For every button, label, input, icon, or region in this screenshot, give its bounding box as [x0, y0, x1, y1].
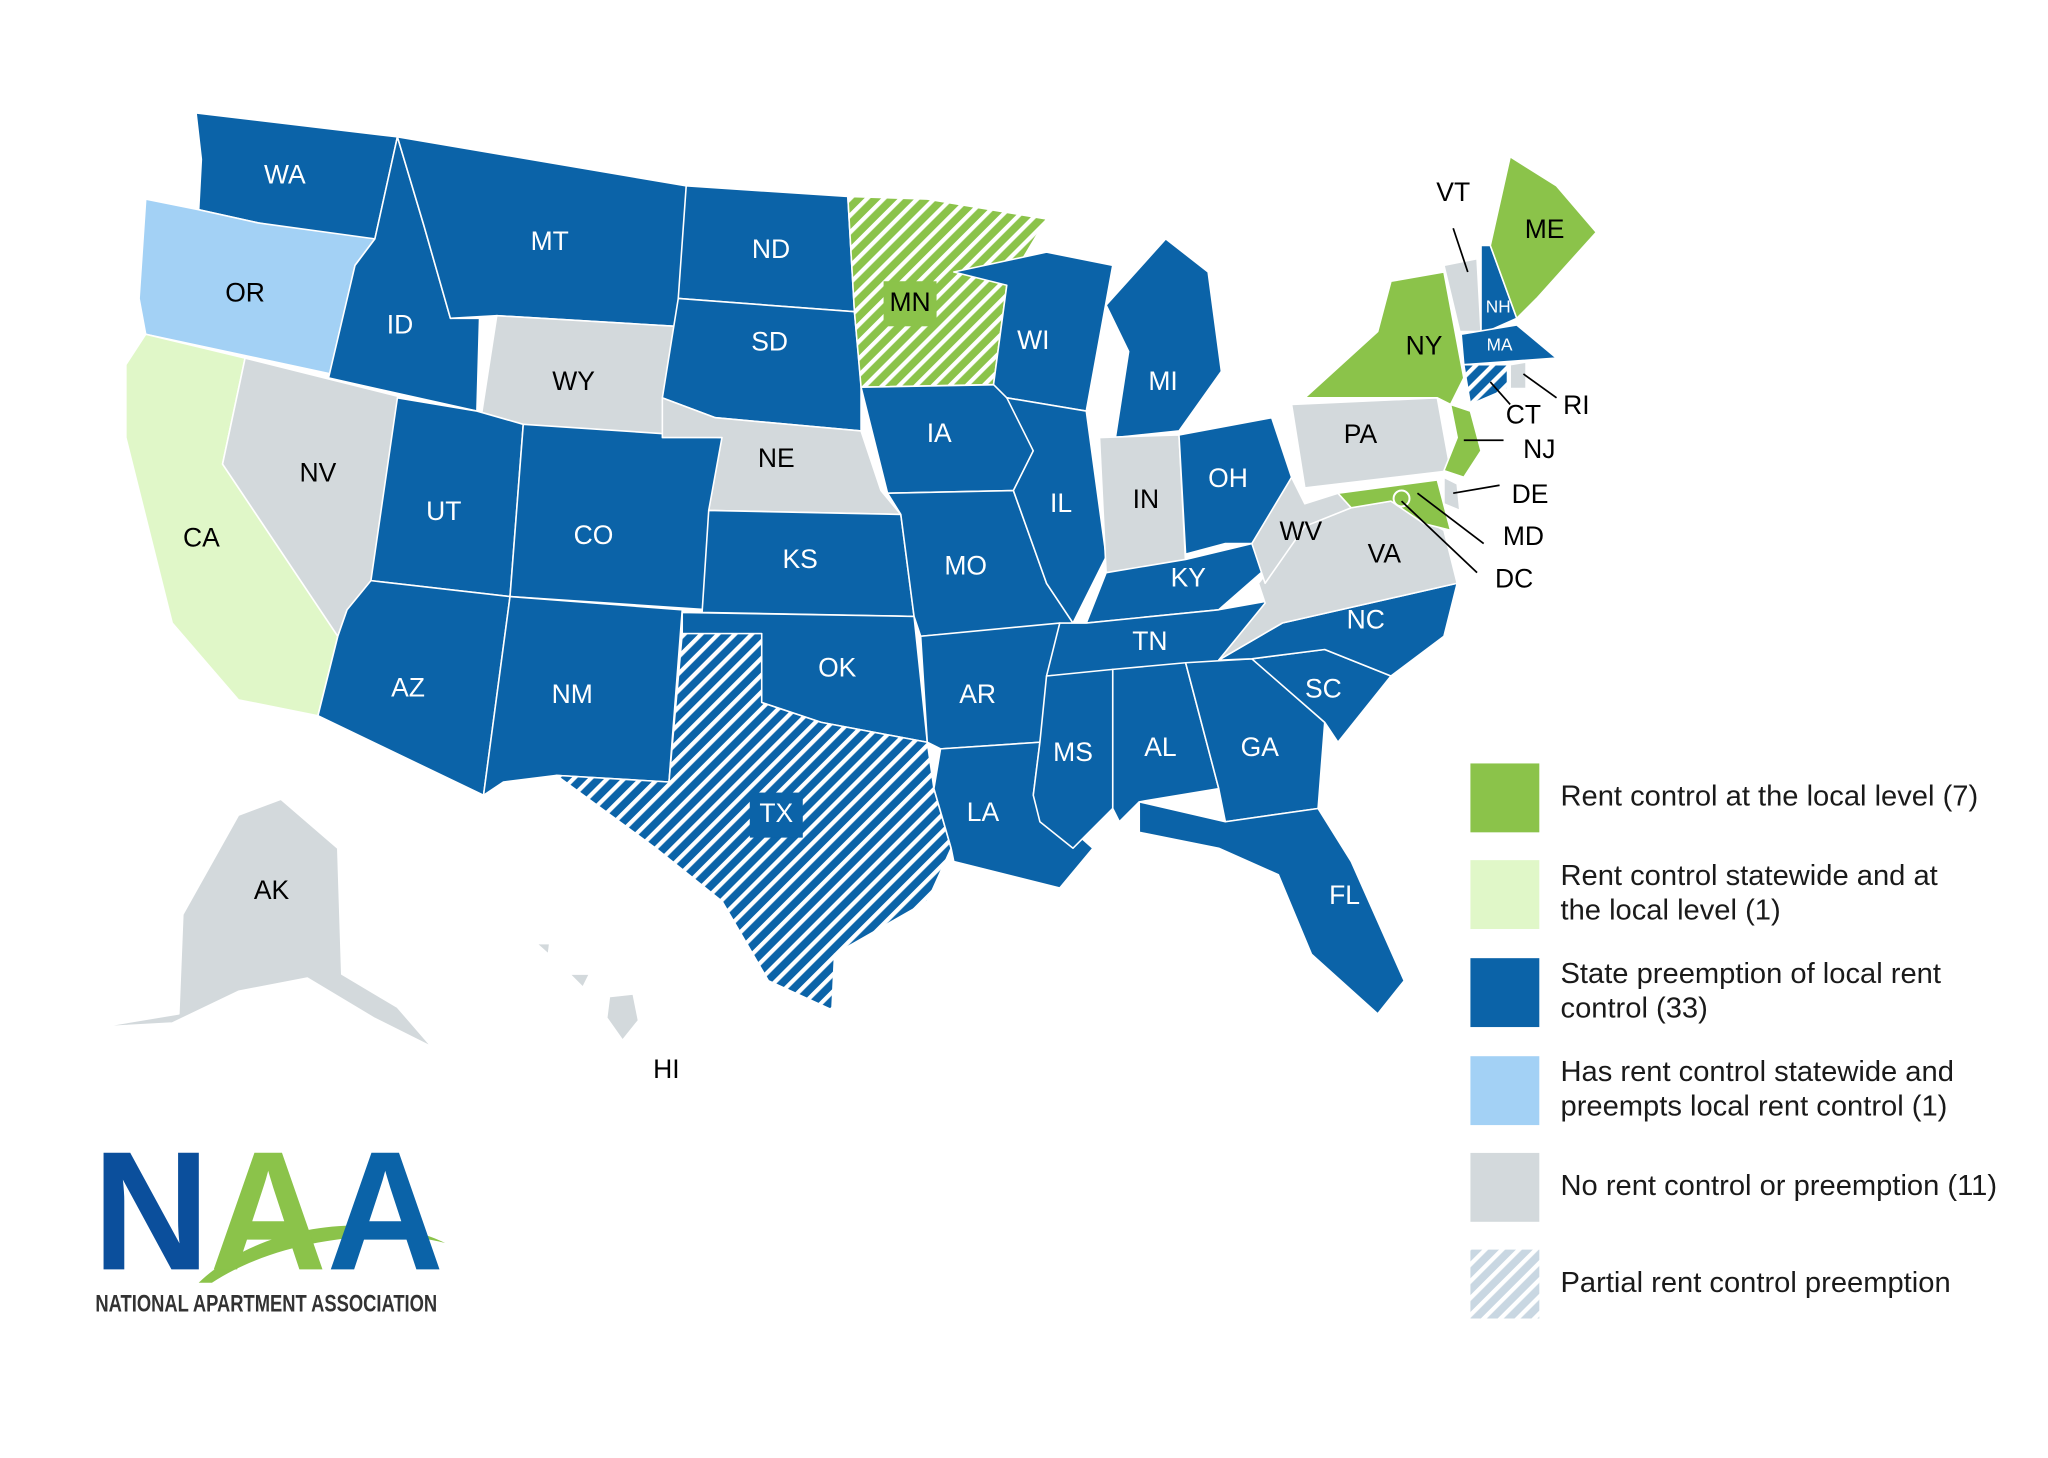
legend-swatch	[1470, 1056, 1540, 1126]
state-label: RI	[1563, 390, 1590, 420]
legend-label: State preemption of local rent	[1561, 958, 1941, 990]
state-label: GA	[1241, 732, 1280, 762]
state-label: CO	[574, 520, 614, 550]
state-shape	[1005, 397, 1107, 624]
state-label: SC	[1305, 674, 1342, 704]
leader-line	[1400, 500, 1478, 574]
labels-layer: WA OR CA NV ID MT WY UT CO AZ NM ND SD NE KS OK TX MN IA MO…	[183, 160, 1590, 1084]
state-label: FL	[1329, 880, 1360, 910]
state-label: NM	[552, 679, 593, 709]
state-label: DE	[1512, 479, 1549, 509]
state-label: SD	[751, 327, 788, 357]
label-box	[749, 792, 803, 838]
state-label: UT	[426, 496, 461, 526]
state-shape	[535, 942, 551, 955]
legend-swatch	[1470, 958, 1540, 1028]
state-label: MA	[1487, 335, 1513, 355]
state-label: NY	[1406, 330, 1443, 360]
legend-label: Partial rent control preemption	[1561, 1267, 1951, 1299]
state-shape	[568, 973, 591, 989]
state-label: WI	[1017, 325, 1049, 355]
state-label: MN	[889, 287, 930, 317]
leader-line	[1453, 484, 1500, 495]
state-label: IA	[927, 418, 952, 448]
state-label: AR	[959, 679, 996, 709]
logo-name: NATIONAL APARTMENT ASSOCIATION	[95, 1291, 437, 1318]
state-label: TX	[759, 798, 793, 828]
state-label: CA	[183, 523, 220, 553]
label-box	[883, 281, 937, 327]
legend-label: preempts local rent control (1)	[1561, 1091, 1948, 1123]
legend-label: Rent control statewide and at	[1561, 860, 1938, 892]
state-label: OR	[225, 277, 265, 307]
state-label: NH	[1486, 296, 1511, 316]
legend-swatch	[1470, 1249, 1540, 1319]
state-label: NC	[1347, 605, 1385, 635]
leader-line	[1489, 381, 1511, 406]
state-label: TN	[1132, 626, 1167, 656]
legend-swatch	[1470, 1152, 1540, 1222]
leader-line	[1522, 373, 1558, 399]
state-label: KY	[1171, 562, 1207, 592]
state-label: CT	[1506, 399, 1541, 429]
state-label: KS	[782, 544, 817, 574]
state-label: NV	[300, 458, 337, 488]
state-label: MS	[1053, 737, 1093, 767]
state-shape	[1105, 238, 1223, 439]
state-label: NE	[758, 443, 795, 473]
leader-line	[1416, 492, 1485, 545]
state-label: ND	[752, 234, 790, 264]
legend-label: No rent control or preemption (11)	[1561, 1170, 1998, 1202]
state-label: AK	[254, 875, 290, 905]
state-label: DC	[1495, 564, 1533, 594]
state-label: PA	[1344, 419, 1378, 449]
state-shape	[1392, 489, 1411, 508]
state-label: IL	[1050, 488, 1072, 518]
state-shape	[1463, 363, 1509, 406]
state-label: IN	[1133, 484, 1160, 514]
state-label: VT	[1436, 177, 1470, 207]
legend-swatch	[1470, 763, 1540, 833]
state-shape	[605, 993, 640, 1042]
state-label: MD	[1503, 521, 1544, 551]
state-label: VA	[1368, 538, 1402, 568]
state-shape	[98, 798, 433, 1048]
legend: Rent control at the local level (7) Rent …	[1470, 763, 1998, 1319]
state-label: MT	[531, 226, 569, 256]
state-label: ME	[1525, 214, 1565, 244]
logo-swoosh	[198, 1225, 446, 1283]
logo-mark: NAA	[93, 1116, 444, 1305]
state-label: AZ	[391, 672, 425, 702]
state-label: WA	[264, 160, 306, 190]
state-label: MO	[944, 550, 987, 580]
legend-label: the local level (1)	[1561, 895, 1781, 927]
state-label: OH	[1208, 463, 1248, 493]
state-label: OK	[818, 652, 857, 682]
legend-swatch	[1470, 860, 1540, 930]
state-label: LA	[967, 797, 1000, 827]
state-shape	[1489, 155, 1598, 320]
leader-line	[1452, 227, 1469, 273]
state-shape	[509, 423, 723, 611]
legend-label: Has rent control statewide and	[1561, 1056, 1954, 1088]
state-shape	[1460, 324, 1558, 366]
state-label: WY	[552, 366, 595, 396]
state-label: HI	[653, 1054, 680, 1084]
state-shape	[1138, 801, 1405, 1015]
states-layer	[98, 112, 1598, 1048]
state-label: AL	[1144, 732, 1176, 762]
state-shape	[1443, 476, 1461, 512]
legend-label: Rent control at the local level (7)	[1561, 781, 1979, 813]
state-label: NJ	[1523, 434, 1555, 464]
legend-label: control (33)	[1561, 993, 1708, 1025]
state-label: MI	[1148, 366, 1177, 396]
state-label: ID	[387, 309, 414, 339]
state-shape	[1509, 361, 1527, 390]
state-shape	[1304, 271, 1465, 406]
state-label: WV	[1280, 516, 1323, 546]
state-shape	[1443, 403, 1482, 479]
